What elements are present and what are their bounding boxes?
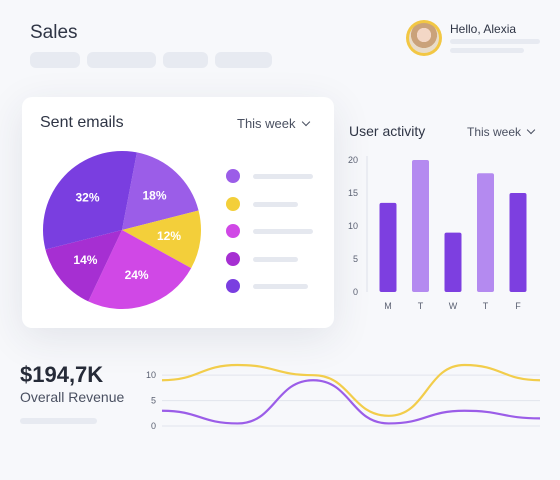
line-series <box>161 379 541 425</box>
y-tick-label: 15 <box>348 188 358 198</box>
pie-slice[interactable] <box>43 150 137 250</box>
y-tick-label: 20 <box>348 155 358 165</box>
header-tab-placeholder[interactable] <box>87 52 156 68</box>
user-subtitle-placeholder <box>450 39 540 44</box>
pie-slice[interactable] <box>88 230 192 309</box>
revenue-subtitle-placeholder <box>20 418 97 424</box>
pie-slice-label: 18% <box>142 188 166 202</box>
x-tick-label: T <box>418 301 424 311</box>
x-tick-label: W <box>449 301 458 311</box>
header-tab-placeholder[interactable] <box>163 52 208 68</box>
pie-slice-label: 24% <box>125 268 149 282</box>
bar[interactable] <box>444 232 462 292</box>
user-activity-period-label: This week <box>467 125 522 139</box>
y-tick-label: 5 <box>151 396 156 406</box>
legend-dot <box>226 169 240 183</box>
pie-slice-label: 32% <box>75 191 99 205</box>
x-tick-label: F <box>515 301 521 311</box>
legend-label-placeholder <box>253 201 298 207</box>
page-title: Sales <box>30 22 78 43</box>
y-tick-label: 0 <box>353 287 358 297</box>
y-tick-label: 0 <box>151 421 156 431</box>
legend-dot <box>226 279 240 293</box>
line-series <box>161 363 541 417</box>
chevron-down-icon <box>526 125 536 135</box>
bar[interactable] <box>412 160 429 292</box>
user-subtitle-placeholder <box>450 48 524 53</box>
sent-emails-period-dropdown[interactable]: This week <box>237 116 310 131</box>
sent-emails-pie-chart: 18% 12% 24% 14% 32% <box>43 150 201 309</box>
user-activity-title: User activity <box>349 123 426 139</box>
legend-dot <box>226 251 240 266</box>
bar[interactable] <box>379 202 397 292</box>
sent-emails-card: Sent emails This week 18% 12% 24% 14% 32% <box>22 97 334 328</box>
user-activity-period-dropdown[interactable]: This week <box>467 125 536 139</box>
bar[interactable] <box>477 173 494 292</box>
legend-dot <box>226 224 240 238</box>
sent-emails-period-label: This week <box>237 116 296 131</box>
header-tab-placeholder[interactable] <box>30 52 80 68</box>
legend-label-placeholder <box>253 284 308 289</box>
x-tick-label: T <box>483 301 489 311</box>
pie-slice-label: 14% <box>73 253 97 267</box>
revenue-label: Overall Revenue <box>20 389 125 405</box>
legend-label-placeholder <box>253 229 313 234</box>
legend-label-placeholder <box>253 174 313 179</box>
avatar[interactable] <box>406 20 442 56</box>
user-activity-bar-chart: 0 5 10 15 20 M T W T F <box>348 155 527 311</box>
legend-dot <box>226 196 240 211</box>
legend-label-placeholder <box>253 256 298 262</box>
pie-slice-label: 12% <box>157 229 181 243</box>
sent-emails-title: Sent emails <box>40 114 124 131</box>
user-greeting: Hello, Alexia <box>450 22 517 36</box>
bar[interactable] <box>509 193 527 292</box>
revenue-line-chart: 0 5 10 <box>146 363 541 431</box>
y-tick-label: 5 <box>353 254 358 264</box>
pie-slice[interactable] <box>122 210 201 269</box>
pie-slice[interactable] <box>45 230 122 302</box>
revenue-value: $194,7K <box>20 362 104 387</box>
y-tick-label: 10 <box>146 370 156 380</box>
header-tab-placeholder[interactable] <box>215 52 272 68</box>
x-tick-label: M <box>384 301 392 311</box>
pie-slice[interactable] <box>122 152 199 230</box>
y-tick-label: 10 <box>348 221 358 231</box>
